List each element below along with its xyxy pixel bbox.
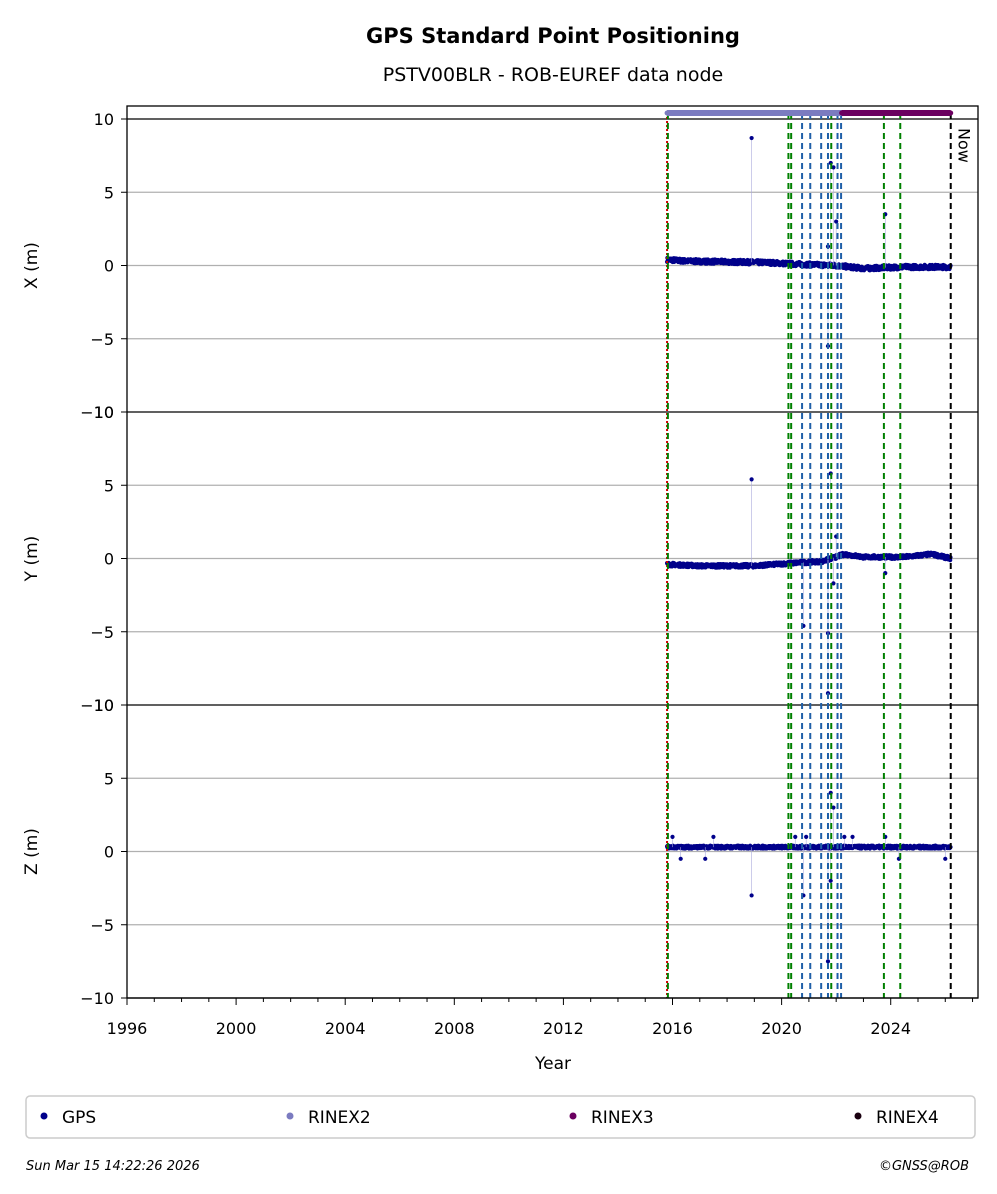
outlier-point	[749, 477, 754, 482]
legend-marker	[40, 1112, 48, 1120]
legend-marker	[286, 1112, 294, 1120]
y-tick-label: −5	[90, 916, 114, 935]
outlier-point	[850, 834, 855, 839]
legend-marker	[854, 1112, 862, 1120]
availability-marker	[751, 110, 757, 116]
outlier-point	[943, 856, 948, 861]
series-gps	[664, 843, 953, 851]
outlier-point	[831, 165, 836, 170]
availability-marker	[882, 110, 888, 116]
outlier-point	[678, 856, 683, 861]
chart-title: GPS Standard Point Positioning	[366, 24, 740, 48]
x-tick-label: 2024	[870, 1019, 911, 1038]
series-gps	[664, 550, 953, 570]
now-label: Now	[955, 128, 974, 163]
panel-2: −10 −5 0 5 10 Z (m)	[22, 696, 978, 1008]
legend-item-rinex2: RINEX2	[286, 1108, 371, 1128]
availability-marker	[926, 110, 932, 116]
outlier-point	[711, 834, 716, 839]
legend-label: RINEX3	[591, 1108, 654, 1128]
availability-marker	[948, 110, 954, 116]
availability-marker	[730, 110, 736, 116]
footer-credit: ©GNSS@ROB	[879, 1159, 969, 1174]
y-tick-label: −5	[90, 623, 114, 642]
outlier-point	[749, 135, 754, 141]
legend-box	[25, 1095, 976, 1139]
y-tick-label: 10	[94, 403, 114, 422]
chart-subtitle: PSTV00BLR - ROB-EUREF data node	[383, 64, 723, 86]
event-lines	[666, 113, 952, 998]
availability-marker	[817, 110, 823, 116]
x-tick-label: 2020	[761, 1019, 802, 1038]
outlier-point	[834, 219, 839, 224]
availability-marker	[839, 110, 845, 116]
x-tick-label: 2012	[543, 1019, 584, 1038]
legend-marker	[569, 1112, 577, 1120]
x-tick-label: 1996	[107, 1019, 148, 1038]
axes-frame	[126, 105, 979, 999]
y-axis-label: X (m)	[22, 242, 42, 289]
y-tick-label: −10	[80, 989, 114, 1008]
y-tick-label: −10	[80, 403, 114, 422]
x-tick-label: 2004	[325, 1019, 366, 1038]
x-axis-label: Year	[534, 1054, 571, 1074]
availability-marker	[773, 110, 779, 116]
y-tick-label: 10	[94, 696, 114, 715]
y-tick-label: −10	[80, 696, 114, 715]
legend-label: RINEX4	[876, 1108, 939, 1128]
availability-bars	[664, 110, 954, 116]
outlier-point	[793, 834, 798, 839]
availability-marker	[860, 110, 866, 116]
y-tick-label: 5	[104, 769, 114, 788]
panels: −10 −5 0 5 10 X (m) −10 −5 0 5 10 Y (m) −10 −5 0 5 10 Z (…	[22, 105, 979, 1008]
y-axis-label: Y (m)	[22, 536, 42, 583]
x-tick-label: 2016	[652, 1019, 693, 1038]
outlier-point	[670, 834, 675, 839]
outlier-point	[831, 581, 836, 586]
legend-label: RINEX2	[308, 1108, 371, 1128]
availability-marker	[795, 110, 801, 116]
y-tick-label: 10	[94, 110, 114, 129]
series-gps	[664, 255, 953, 273]
legend-item-gps: GPS	[40, 1108, 96, 1128]
y-tick-label: 0	[104, 843, 114, 862]
outlier-point	[828, 878, 833, 883]
y-tick-label: 5	[104, 476, 114, 495]
availability-marker	[686, 110, 692, 116]
outlier-point	[831, 805, 836, 810]
legend: GPS RINEX2 RINEX3 RINEX4	[25, 1095, 976, 1139]
outlier-point	[804, 834, 809, 839]
legend-item-rinex4: RINEX4	[854, 1108, 939, 1128]
x-tick-label: 2000	[216, 1019, 257, 1038]
y-axis-label: Z (m)	[22, 828, 42, 875]
y-tick-label: −5	[90, 330, 114, 349]
availability-marker	[708, 110, 714, 116]
footer-timestamp: Sun Mar 15 14:22:26 2026	[26, 1159, 200, 1174]
y-tick-label: 5	[104, 183, 114, 202]
y-tick-label: 0	[104, 550, 114, 569]
legend-label: GPS	[62, 1108, 96, 1128]
y-tick-label: 0	[104, 257, 114, 276]
x-tick-label: 2008	[434, 1019, 475, 1038]
panel-0: −10 −5 0 5 10 X (m)	[22, 110, 978, 422]
panel-1: −10 −5 0 5 10 Y (m)	[22, 403, 978, 715]
x-axis: 1996 2000 2004 2008 2012 2016 2020 2024	[107, 998, 974, 1038]
availability-marker	[664, 110, 670, 116]
outlier-point	[825, 959, 831, 964]
legend-item-rinex3: RINEX3	[569, 1108, 654, 1128]
outlier-point	[749, 893, 754, 898]
availability-marker	[904, 110, 910, 116]
outlier-point	[842, 834, 847, 839]
outlier-point	[703, 856, 708, 861]
